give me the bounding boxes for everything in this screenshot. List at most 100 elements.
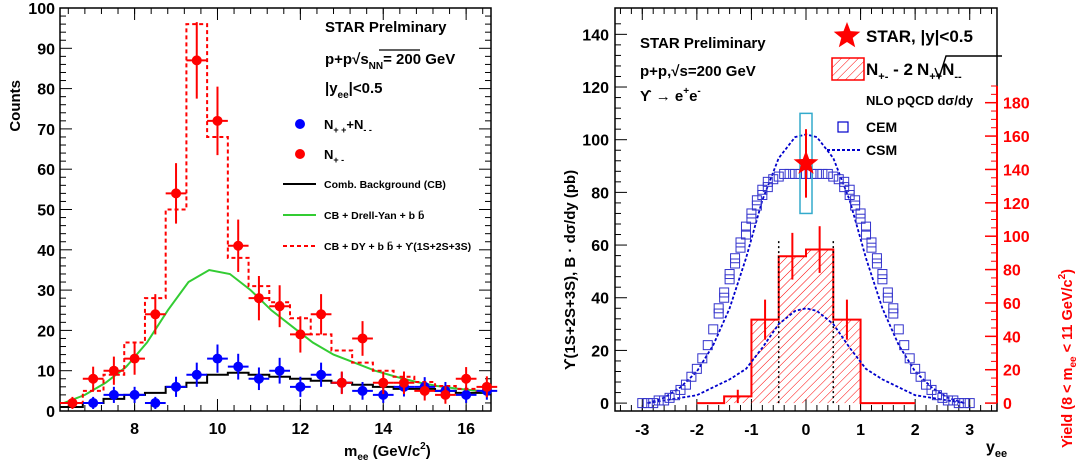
cem-point (850, 200, 861, 211)
legend-sqrt-sign (934, 55, 1002, 81)
cem-point (659, 395, 670, 406)
right-y-tick-label: 120 (582, 80, 609, 97)
left-y-tick-label: 20 (37, 323, 55, 340)
legend-item-cem: CEM (837, 119, 897, 135)
left-x-tick-label: 8 (130, 421, 139, 438)
point-same-sign (290, 376, 311, 397)
point-same-sign (269, 357, 291, 384)
point-unlike-sign (269, 285, 291, 328)
marker (398, 377, 409, 388)
marker (295, 329, 306, 340)
point-unlike-sign (476, 376, 498, 398)
point-unlike-sign (62, 396, 83, 409)
cem-point (779, 168, 790, 179)
marker (253, 373, 264, 384)
left-y-tick-label: 10 (37, 364, 55, 381)
cem-point (637, 398, 648, 409)
cem-point (642, 398, 653, 409)
left-x-tick-label: 12 (291, 421, 309, 438)
marker (108, 365, 119, 376)
right-y2-tick-label: 120 (1003, 196, 1030, 213)
cem-point (670, 390, 681, 401)
point-same-sign (186, 362, 208, 387)
marker (171, 188, 182, 199)
right-y2-tick-label: 40 (1003, 329, 1021, 346)
svg-text:CB + DY + b b̄ + ϒ(1S+2S+3S): CB + DY + b b̄ + ϒ(1S+2S+3S) (324, 241, 471, 253)
cem-point (844, 184, 855, 195)
left-y-tick-label: 40 (37, 243, 55, 260)
marker (191, 55, 202, 66)
left-axes: 0 10 20 30 40 50 60 70 80 90 100 8 10 12 14 16 (28, 1, 491, 438)
cem-point (735, 237, 746, 248)
right-x-tick-label: 1 (856, 422, 865, 439)
right-legend: STAR, |y|<0.5 N+- - 2 N++N-- NLO pQCD dσ/… (827, 22, 1002, 158)
point-same-sign (144, 396, 166, 409)
cem-point (866, 237, 877, 248)
point-same-sign (124, 386, 145, 403)
cem-point (751, 200, 762, 211)
cem-point (937, 392, 948, 403)
cem-point (828, 171, 839, 182)
marker (461, 373, 472, 384)
right-x-tick-label: -2 (690, 422, 704, 439)
cem-point (713, 303, 724, 314)
marker (274, 301, 285, 312)
cem-point (877, 269, 888, 280)
cem-point (719, 292, 730, 303)
right-y-tick-label: 140 (582, 27, 609, 44)
marker (357, 385, 368, 396)
marker (129, 389, 140, 400)
legend-item-same-sign: N+ ++N- - (295, 117, 372, 135)
cem-point (757, 190, 768, 201)
point-unlike-sign (144, 294, 166, 335)
cem-point (888, 303, 899, 314)
cem-point (740, 229, 751, 240)
point-unlike-sign (207, 86, 228, 156)
cem-point (773, 171, 784, 182)
right-y2-tick-label: 180 (1003, 96, 1030, 113)
left-plot-frame (59, 7, 492, 412)
legend-item-yield: N+- - 2 N++N-- (831, 55, 1002, 83)
marker (481, 381, 492, 392)
cem-point (904, 353, 915, 364)
legend-nlo-header: NLO pQCD dσ/dy (866, 93, 974, 108)
left-y-axis-label: Counts (7, 80, 24, 132)
cem-point (751, 195, 762, 206)
right-y-tick-label: 40 (591, 291, 609, 308)
cem-point (839, 182, 850, 193)
cem-point (784, 168, 795, 179)
point-same-sign (103, 386, 125, 403)
marker (129, 353, 140, 364)
cem-point (768, 174, 779, 185)
cem-point (686, 371, 697, 382)
svg-text:N+- - 2N++N--: N+- - 2 N++N-- (866, 60, 962, 83)
cem-point (893, 324, 904, 335)
marker (150, 397, 161, 408)
cem-point (921, 379, 932, 390)
svg-text:CB + Drell-Yan + b b̄: CB + Drell-Yan + b b̄ (324, 210, 424, 222)
legend-item-comb-background: Comb. Background (CB) (283, 179, 446, 191)
cem-point (959, 398, 970, 409)
left-title-block: STAR Prelminary p+p√sNN= 200 GeV |yee|<0… (325, 19, 455, 101)
marker (67, 397, 78, 408)
right-chart-title: STAR Preliminary (640, 35, 766, 52)
legend-item-csm: CSM (827, 142, 897, 158)
right-subtitle-decay: ϒ → e+e- (640, 86, 701, 105)
cem-point (713, 308, 724, 319)
marker (171, 381, 182, 392)
cem-point (746, 213, 757, 224)
right-y2-tick-label: 60 (1003, 296, 1021, 313)
marker (295, 381, 306, 392)
cem-point (762, 176, 773, 187)
point-unlike-sign (82, 366, 104, 391)
left-chart-title: STAR Prelminary (325, 19, 447, 36)
right-x-tick-label: 2 (911, 422, 920, 439)
left-x-tick-label: 10 (209, 421, 227, 438)
marker (253, 293, 264, 304)
cem-point (735, 242, 746, 253)
cem-point (882, 287, 893, 298)
point-unlike-sign (372, 371, 394, 395)
cem-point (691, 363, 702, 374)
marker (274, 365, 285, 376)
